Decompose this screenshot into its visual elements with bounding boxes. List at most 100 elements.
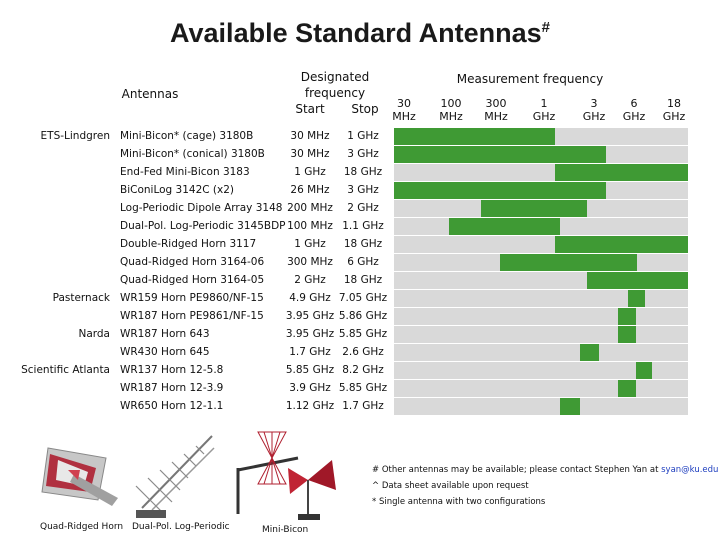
antenna-name: WR187 Horn 12-3.9 bbox=[120, 382, 224, 394]
frequency-range-bar bbox=[394, 128, 556, 145]
frequency-range-bar bbox=[579, 344, 600, 361]
frequency-range-bar bbox=[587, 272, 688, 289]
start-frequency: 3.95 GHz bbox=[285, 310, 335, 322]
start-frequency: 26 MHz bbox=[290, 184, 330, 196]
start-frequency: 200 MHz bbox=[287, 202, 333, 214]
vendor-name: Pasternack bbox=[52, 292, 110, 304]
frequency-range-bar bbox=[628, 290, 645, 307]
start-frequency: 3.9 GHz bbox=[289, 382, 331, 394]
stop-frequency: 18 GHz bbox=[343, 274, 383, 286]
frequency-range-bar bbox=[394, 146, 606, 163]
start-frequency: 100 MHz bbox=[287, 220, 333, 232]
antenna-name: Mini-Bicon* (cage) 3180B bbox=[120, 130, 254, 142]
scale-tick-label: 300 MHz bbox=[484, 97, 508, 123]
vendor-name: Scientific Atlanta bbox=[21, 364, 110, 376]
start-frequency: 1.12 GHz bbox=[285, 400, 335, 412]
grid-row bbox=[394, 362, 688, 379]
antenna-name: Dual-Pol. Log-Periodic 3145BDP bbox=[120, 220, 286, 232]
quad-ridged-horn-image bbox=[41, 447, 118, 506]
footnotes: # Other antennas may be available; pleas… bbox=[372, 462, 718, 510]
frequency-range-bar bbox=[636, 362, 652, 379]
antenna-name: Quad-Ridged Horn 3164-06 bbox=[120, 256, 265, 268]
antenna-name: Log-Periodic Dipole Array 3148 bbox=[120, 202, 283, 214]
antenna-name: End-Fed Mini-Bicon 3183 bbox=[120, 166, 250, 178]
start-frequency: 30 MHz bbox=[290, 148, 330, 160]
stop-frequency: 3 GHz bbox=[347, 184, 379, 196]
frequency-range-bar bbox=[618, 308, 637, 325]
start-frequency: 5.85 GHz bbox=[285, 364, 335, 376]
vendor-name: Narda bbox=[78, 328, 110, 340]
mini-bicon-image bbox=[236, 431, 336, 520]
dual-pol-log-periodic-image bbox=[135, 435, 215, 518]
grid-row bbox=[394, 344, 688, 361]
footnote-other-antennas: # Other antennas may be available; pleas… bbox=[372, 465, 719, 475]
mini-bicon-caption: Mini-Bicon bbox=[262, 525, 309, 535]
stop-header: Stop bbox=[351, 102, 379, 116]
stop-frequency: 18 GHz bbox=[343, 166, 383, 178]
antenna-name: WR187 Horn 643 bbox=[120, 328, 210, 340]
antenna-name: WR430 Horn 645 bbox=[120, 346, 210, 358]
footnote-single-antenna: * Single antenna with two configurations bbox=[372, 497, 546, 507]
start-frequency: 300 MHz bbox=[287, 256, 333, 268]
page-title: Available Standard Antennas# bbox=[170, 18, 550, 48]
frequency-range-bar bbox=[499, 254, 638, 271]
grid-row bbox=[394, 326, 688, 343]
scale-tick-label: 100 MHz bbox=[439, 97, 463, 123]
designated-frequency-header: Designated frequency bbox=[300, 70, 370, 100]
scale-tick-label: 3 GHz bbox=[582, 97, 606, 123]
stop-frequency: 6 GHz bbox=[347, 256, 379, 268]
start-header: Start bbox=[295, 102, 325, 116]
stop-frequency: 1.7 GHz bbox=[342, 400, 384, 412]
vendor-name: ETS-Lindgren bbox=[40, 130, 110, 142]
grid-row bbox=[394, 290, 688, 307]
quad-ridged-horn-caption: Quad-Ridged Horn bbox=[40, 522, 124, 532]
dual-pol-log-periodic-caption: Dual-Pol. Log-Periodic bbox=[132, 522, 230, 532]
frequency-range-bar bbox=[617, 380, 637, 397]
stop-frequency: 8.2 GHz bbox=[342, 364, 384, 376]
scale-tick-label: 18 GHz bbox=[662, 97, 686, 123]
scale-tick-label: 1 GHz bbox=[532, 97, 556, 123]
antenna-name: WR187 Horn PE9861/NF-15 bbox=[120, 310, 264, 322]
stop-frequency: 5.85 GHz bbox=[338, 328, 388, 340]
grid-row bbox=[394, 398, 688, 415]
stop-frequency: 2 GHz bbox=[347, 202, 379, 214]
frequency-range-bar bbox=[481, 200, 587, 217]
contact-email-link[interactable]: syan@ku.edu bbox=[661, 465, 719, 475]
grid-row bbox=[394, 380, 688, 397]
stop-frequency: 5.85 GHz bbox=[338, 382, 388, 394]
stop-frequency: 5.86 GHz bbox=[338, 310, 388, 322]
scale-tick-label: 6 GHz bbox=[622, 97, 646, 123]
start-frequency: 4.9 GHz bbox=[289, 292, 331, 304]
stop-frequency: 3 GHz bbox=[347, 148, 379, 160]
stop-frequency: 7.05 GHz bbox=[338, 292, 388, 304]
antenna-name: Quad-Ridged Horn 3164-05 bbox=[120, 274, 265, 286]
start-frequency: 3.95 GHz bbox=[285, 328, 335, 340]
antenna-name: Mini-Bicon* (conical) 3180B bbox=[120, 148, 265, 160]
frequency-range-grid bbox=[394, 128, 688, 416]
frequency-range-bar bbox=[555, 236, 688, 253]
start-frequency: 2 GHz bbox=[294, 274, 326, 286]
antenna-name: Double-Ridged Horn 3117 bbox=[120, 238, 257, 250]
measurement-frequency-header: Measurement frequency bbox=[456, 72, 604, 86]
stop-frequency: 2.6 GHz bbox=[342, 346, 384, 358]
start-frequency: 1 GHz bbox=[294, 166, 326, 178]
scale-tick-label: 30 MHz bbox=[392, 97, 416, 123]
frequency-range-bar bbox=[555, 164, 688, 181]
start-frequency: 30 MHz bbox=[290, 130, 330, 142]
frequency-range-bar bbox=[618, 326, 637, 343]
grid-row bbox=[394, 308, 688, 325]
start-frequency: 1 GHz bbox=[294, 238, 326, 250]
start-frequency: 1.7 GHz bbox=[289, 346, 331, 358]
frequency-range-bar bbox=[394, 182, 606, 199]
frequency-range-bar bbox=[449, 218, 560, 235]
antenna-name: WR650 Horn 12-1.1 bbox=[120, 400, 224, 412]
stop-frequency: 1.1 GHz bbox=[342, 220, 384, 232]
stop-frequency: 1 GHz bbox=[347, 130, 379, 142]
antennas-header: Antennas bbox=[121, 87, 179, 101]
antenna-name: BiConiLog 3142C (x2) bbox=[120, 184, 235, 196]
footnote-data-sheet: ^ Data sheet available upon request bbox=[372, 481, 529, 491]
frequency-range-bar bbox=[560, 398, 580, 415]
stop-frequency: 18 GHz bbox=[343, 238, 383, 250]
antenna-name: WR159 Horn PE9860/NF-15 bbox=[120, 292, 264, 304]
antenna-name: WR137 Horn 12-5.8 bbox=[120, 364, 224, 376]
